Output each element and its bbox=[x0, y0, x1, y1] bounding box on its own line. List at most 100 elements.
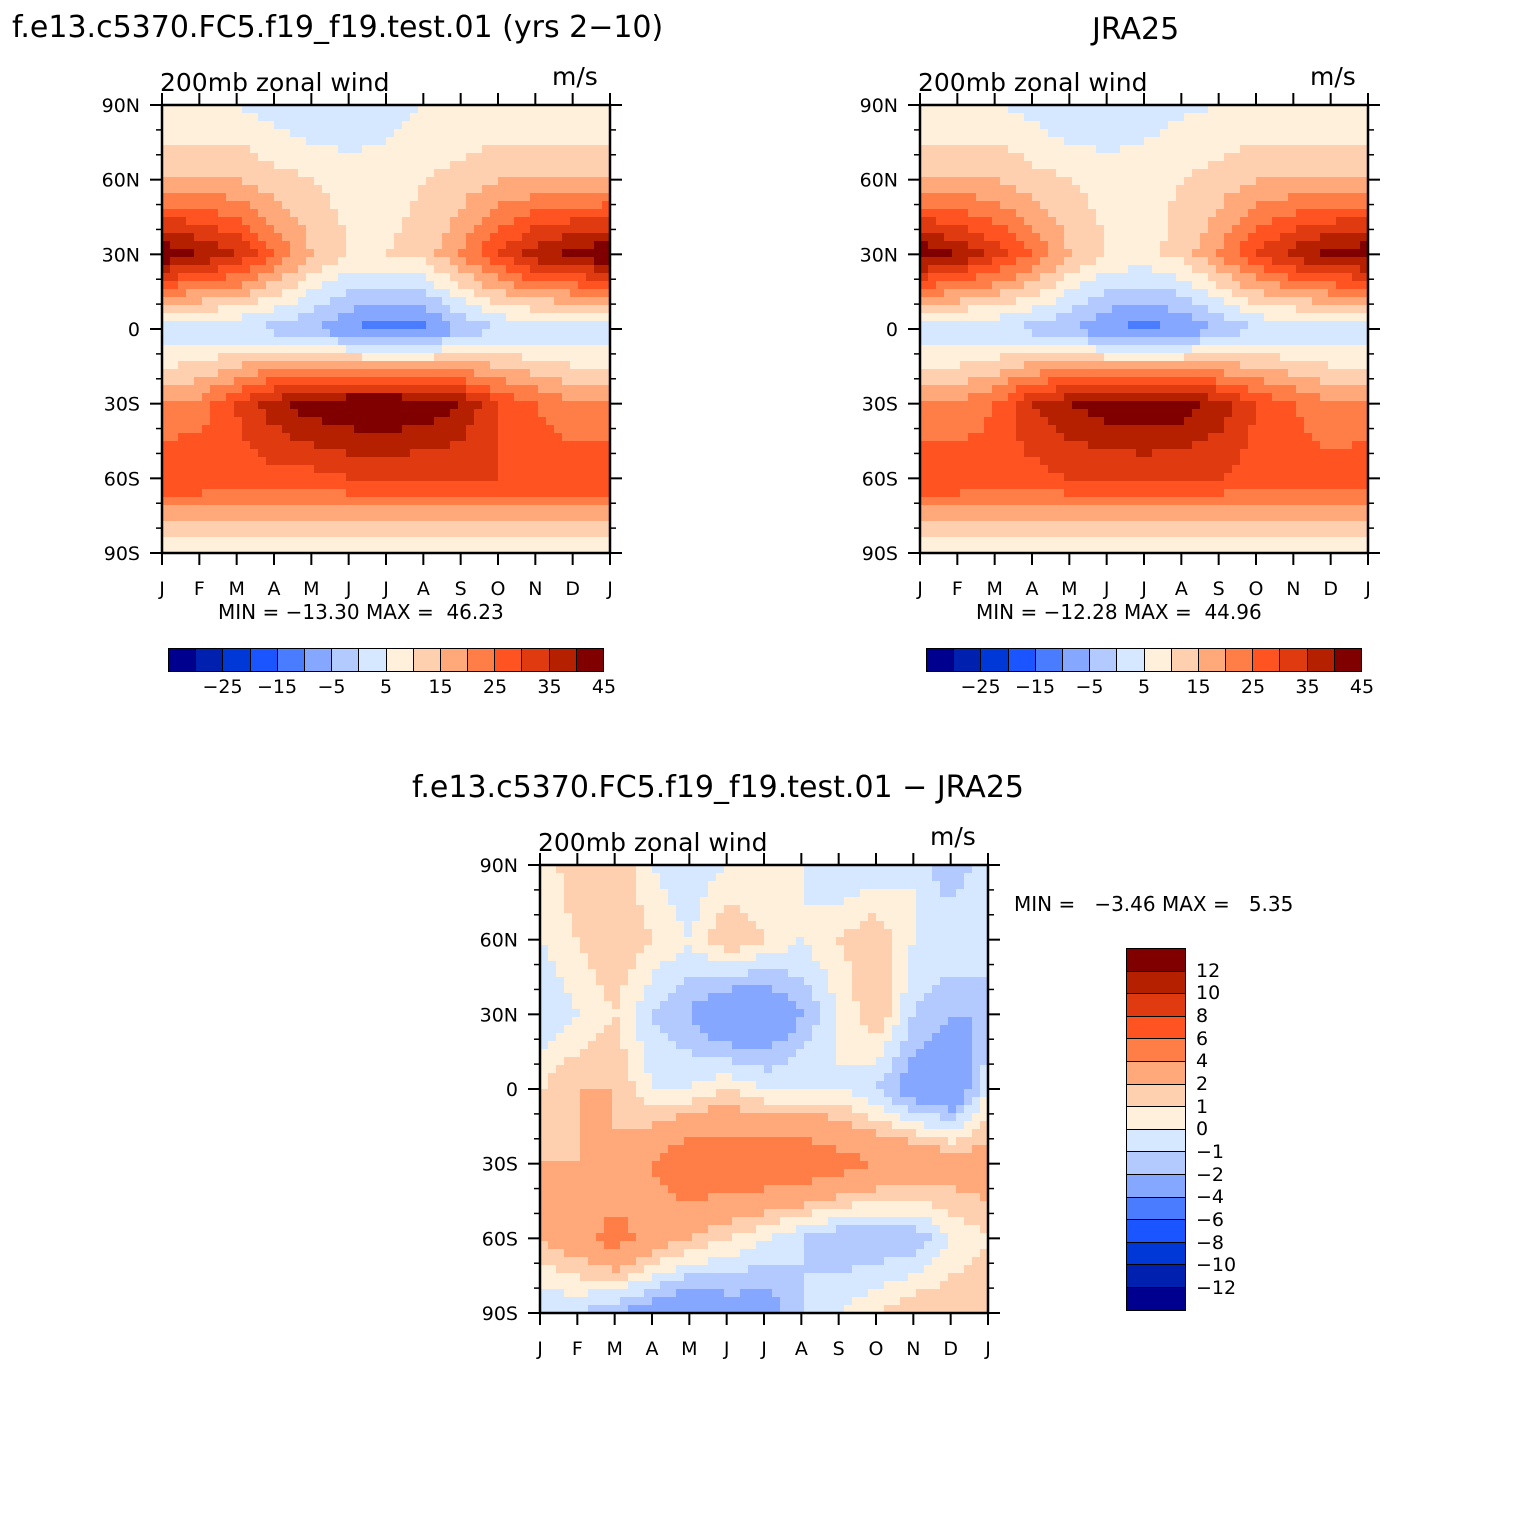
contour-cell bbox=[370, 345, 379, 354]
contour-cell bbox=[186, 185, 195, 194]
contour-cell bbox=[322, 297, 331, 306]
contour-cell bbox=[538, 201, 547, 210]
contour-cell bbox=[594, 321, 603, 330]
contour-cell bbox=[218, 433, 227, 442]
contour-cell bbox=[418, 497, 427, 506]
contour-cell bbox=[442, 537, 451, 546]
contour-cell bbox=[1176, 137, 1185, 146]
contour-cell bbox=[282, 345, 291, 354]
contour-cell bbox=[298, 393, 307, 402]
contour-cell bbox=[992, 233, 1001, 242]
contour-cell bbox=[984, 329, 993, 338]
contour-cell bbox=[298, 201, 307, 210]
contour-cell bbox=[1128, 105, 1137, 114]
contour-cell bbox=[1264, 217, 1273, 226]
contour-cell bbox=[554, 113, 563, 122]
contour-cell bbox=[266, 409, 275, 418]
contour-cell bbox=[1320, 321, 1329, 330]
contour-cell bbox=[554, 337, 563, 346]
contour-cell bbox=[554, 297, 563, 306]
contour-cell bbox=[162, 513, 171, 522]
contour-cell bbox=[522, 209, 531, 218]
contour-cell bbox=[1104, 313, 1113, 322]
contour-cell bbox=[1192, 217, 1201, 226]
contour-cell bbox=[1264, 297, 1273, 306]
contour-cell bbox=[570, 393, 579, 402]
contour-cell bbox=[394, 153, 403, 162]
contour-cell bbox=[386, 521, 395, 530]
contour-cell bbox=[386, 289, 395, 298]
contour-cell bbox=[298, 505, 307, 514]
contour-cell bbox=[450, 289, 459, 298]
contour-cell bbox=[178, 137, 187, 146]
contour-cell bbox=[282, 273, 291, 282]
contour-cell bbox=[928, 225, 937, 234]
contour-cell bbox=[266, 113, 275, 122]
contour-cell bbox=[530, 385, 539, 394]
contour-cell bbox=[258, 337, 267, 346]
contour-cell bbox=[992, 113, 1001, 122]
contour-cell bbox=[450, 345, 459, 354]
contour-cell bbox=[1056, 289, 1065, 298]
contour-cell bbox=[386, 177, 395, 186]
contour-cell bbox=[386, 209, 395, 218]
contour-cell bbox=[210, 289, 219, 298]
contour-cell bbox=[1112, 233, 1121, 242]
contour-cell bbox=[258, 161, 267, 170]
contour-cell bbox=[1320, 113, 1329, 122]
contour-cell bbox=[282, 393, 291, 402]
contour-cell bbox=[554, 185, 563, 194]
contour-cell bbox=[1176, 305, 1185, 314]
contour-cell bbox=[378, 217, 387, 226]
contour-cell bbox=[378, 329, 387, 338]
contour-cell bbox=[1104, 161, 1113, 170]
contour-cell bbox=[570, 129, 579, 138]
contour-cell bbox=[498, 377, 507, 386]
contour-cell bbox=[338, 409, 347, 418]
contour-cell bbox=[410, 209, 419, 218]
contour-cell bbox=[402, 401, 411, 410]
contour-cell bbox=[426, 233, 435, 242]
contour-cell bbox=[242, 257, 251, 266]
contour-cell bbox=[250, 481, 259, 490]
contour-cell bbox=[410, 217, 419, 226]
contour-cell bbox=[354, 409, 363, 418]
contour-cell bbox=[226, 321, 235, 330]
contour-cell bbox=[562, 529, 571, 538]
contour-cell bbox=[178, 417, 187, 426]
colorbar-tick-label: −5 bbox=[317, 676, 346, 698]
contour-cell bbox=[1200, 321, 1209, 330]
contour-cell bbox=[322, 281, 331, 290]
contour-cell bbox=[194, 361, 203, 370]
contour-cell bbox=[402, 193, 411, 202]
contour-cell bbox=[402, 417, 411, 426]
contour-cell bbox=[1336, 105, 1345, 114]
contour-cell bbox=[1336, 345, 1345, 354]
contour-cell bbox=[1272, 137, 1281, 146]
contour-cell bbox=[1344, 193, 1353, 202]
contour-cell bbox=[482, 425, 491, 434]
contour-cell bbox=[322, 201, 331, 210]
contour-cell bbox=[426, 537, 435, 546]
contour-cell bbox=[1344, 121, 1353, 130]
contour-cell bbox=[976, 257, 985, 266]
contour-cell bbox=[306, 305, 315, 314]
contour-cell bbox=[1240, 273, 1249, 282]
contour-cell bbox=[1176, 329, 1185, 338]
contour-cell bbox=[1104, 121, 1113, 130]
contour-cell bbox=[1016, 153, 1025, 162]
contour-cell bbox=[290, 257, 299, 266]
contour-cell bbox=[218, 457, 227, 466]
contour-cell bbox=[1304, 161, 1313, 170]
contour-cell bbox=[1232, 289, 1241, 298]
contour-cell bbox=[1008, 209, 1017, 218]
contour-cell bbox=[1272, 153, 1281, 162]
contour-cell bbox=[1264, 321, 1273, 330]
contour-cell bbox=[1120, 129, 1129, 138]
contour-cell bbox=[1008, 121, 1017, 130]
contour-cell bbox=[330, 137, 339, 146]
contour-cell bbox=[402, 185, 411, 194]
contour-cell bbox=[1272, 161, 1281, 170]
contour-cell bbox=[530, 353, 539, 362]
contour-cell bbox=[1336, 297, 1345, 306]
